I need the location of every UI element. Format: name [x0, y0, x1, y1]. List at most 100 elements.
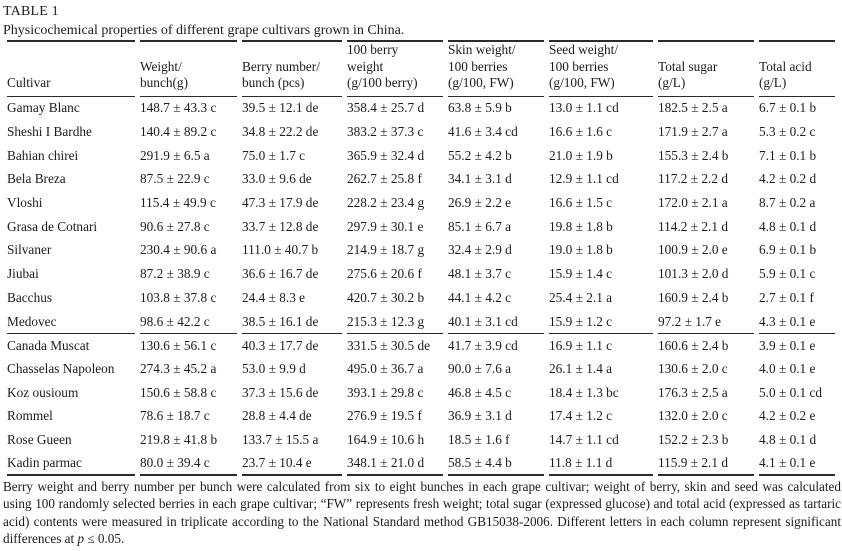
value-cell: 18.4 ± 1.3 bc [549, 384, 619, 400]
value-cell: 8.7 ± 0.2 a [759, 195, 816, 211]
table-row: Rommel 78.6 ± 18.7 c 28.8 ± 4.4 de 276.9 ± … [7, 404, 835, 428]
table-caption: Physicochemical properties of different … [3, 23, 405, 38]
value-cell: 16.9 ± 1.1 c [549, 333, 653, 357]
column-header: Seed weight/100 berries (g/100, FW) [549, 40, 653, 97]
value-cell: 21.0 ± 1.9 b [549, 147, 613, 163]
value-cell: 495.0 ± 36.7 a [347, 360, 424, 376]
value-cell: 276.9 ± 19.5 f [347, 408, 422, 424]
value-cell: 164.9 ± 10.6 h [347, 431, 425, 447]
footnote-threshold: ≤ 0.05. [84, 531, 125, 547]
table-row: Kadin parmac 80.0 ± 39.4 c 23.7 ± 10.4 e 34… [7, 452, 835, 476]
value-cell: 18.5 ± 1.6 f [448, 431, 510, 447]
value-cell: 33.0 ± 9.6 de [242, 171, 312, 187]
value-cell: 6.9 ± 0.1 b [759, 242, 817, 258]
table-row: Chasselas Napoleon 274.3 ± 45.2 a 53.0 ± 9… [7, 357, 835, 381]
tbody-group1: Gamay Blanc 148.7 ± 43.3 c 39.5 ± 12.1 de 3… [7, 97, 835, 334]
value-cell: 115.4 ± 49.9 c [140, 195, 216, 211]
column-header: Weight/bunch(g) [140, 40, 237, 97]
value-cell: 24.4 ± 8.3 e [242, 289, 306, 305]
value-cell: 262.7 ± 25.8 f [347, 171, 422, 187]
value-cell: 132.0 ± 2.0 c [658, 408, 728, 424]
cultivar-cell: Rose Gueen [7, 431, 72, 447]
value-cell: 23.7 ± 10.4 e [242, 452, 342, 476]
footnote-text: Berry weight and berry number per bunch … [3, 478, 841, 547]
value-cell: 5.0 ± 0.1 cd [759, 384, 823, 400]
value-cell: 15.9 ± 1.4 c [549, 266, 613, 282]
cultivar-cell: Rommel [7, 408, 53, 424]
column-header: Berry number/bunch (pcs) [242, 40, 342, 97]
value-cell: 150.6 ± 58.8 c [140, 384, 217, 400]
value-cell: 39.5 ± 12.1 de [242, 100, 319, 116]
value-cell: 25.4 ± 2.1 a [549, 289, 613, 305]
cultivar-cell: Jiubai [7, 266, 39, 282]
value-cell: 78.6 ± 18.7 c [140, 408, 210, 424]
value-cell: 4.2 ± 0.2 d [759, 171, 817, 187]
value-cell: 28.8 ± 4.4 de [242, 408, 312, 424]
value-cell: 17.4 ± 1.2 c [549, 408, 613, 424]
value-cell: 80.0 ± 39.4 c [140, 452, 237, 476]
value-cell: 275.6 ± 20.6 f [347, 266, 422, 282]
value-cell: 171.9 ± 2.7 a [658, 124, 728, 140]
value-cell: 26.1 ± 1.4 a [549, 360, 613, 376]
value-cell: 85.1 ± 6.7 a [448, 218, 512, 234]
value-cell: 87.5 ± 22.9 c [140, 171, 210, 187]
value-cell: 111.0 ± 40.7 b [242, 242, 319, 258]
value-cell: 90.0 ± 7.6 a [448, 360, 512, 376]
value-cell: 13.0 ± 1.1 cd [549, 100, 619, 116]
value-cell: 41.6 ± 3.4 cd [448, 124, 518, 140]
table-row: Bela Breza 87.5 ± 22.9 c 33.0 ± 9.6 de 262.… [7, 168, 835, 192]
table-row: Gamay Blanc 148.7 ± 43.3 c 39.5 ± 12.1 de 3… [7, 97, 835, 121]
value-cell: 383.2 ± 37.3 c [347, 124, 424, 140]
value-cell: 5.9 ± 0.1 c [759, 266, 816, 282]
value-cell: 63.8 ± 5.9 b [448, 100, 512, 116]
value-cell: 47.3 ± 17.9 de [242, 195, 319, 211]
table-row: Medovec 98.6 ± 42.2 c 38.5 ± 16.1 de 215.3 … [7, 310, 835, 334]
value-cell: 274.3 ± 45.2 a [140, 360, 217, 376]
value-cell: 53.0 ± 9.9 d [242, 360, 306, 376]
value-cell: 133.7 ± 15.5 a [242, 431, 319, 447]
value-cell: 297.9 ± 30.1 e [347, 218, 424, 234]
value-cell: 5.3 ± 0.2 c [759, 124, 816, 140]
value-cell: 103.8 ± 37.8 c [140, 289, 217, 305]
value-cell: 130.6 ± 56.1 c [140, 333, 237, 357]
value-cell: 26.9 ± 2.2 e [448, 195, 512, 211]
value-cell: 214.9 ± 18.7 g [347, 242, 425, 258]
value-cell: 44.1 ± 4.2 c [448, 289, 512, 305]
value-cell: 98.6 ± 42.2 c [140, 313, 210, 329]
table-label: TABLE 1 [3, 4, 59, 19]
value-cell: 19.0 ± 1.8 b [549, 242, 613, 258]
value-cell: 75.0 ± 1.7 c [242, 147, 306, 163]
cultivar-cell: Kadin parmac [7, 452, 135, 476]
table-row: Sheshi I Bardhe 140.4 ± 89.2 c 34.8 ± 22.2… [7, 120, 835, 144]
value-cell: 16.6 ± 1.6 c [549, 124, 613, 140]
value-cell: 155.3 ± 2.4 b [658, 147, 729, 163]
paper-table: Cultivar Weight/bunch(g) Berry number/bunc… [2, 40, 840, 476]
column-header: Total sugar (g/L) [658, 40, 754, 97]
table-row: Koz ousioum 150.6 ± 58.8 c 37.3 ± 15.6 de 3… [7, 381, 835, 405]
cultivar-cell: Canada Muscat [7, 333, 135, 357]
table-row: Silvaner 230.4 ± 90.6 a 111.0 ± 40.7 b 214.… [7, 239, 835, 263]
value-cell: 3.9 ± 0.1 e [759, 333, 835, 357]
value-cell: 19.8 ± 1.8 b [549, 218, 613, 234]
value-cell: 291.9 ± 6.5 a [140, 147, 210, 163]
value-cell: 4.8 ± 0.1 d [759, 218, 817, 234]
table-row: Rose Gueen 219.8 ± 41.8 b 133.7 ± 15.5 a 16… [7, 428, 835, 452]
value-cell: 4.1 ± 0.1 e [759, 452, 835, 476]
value-cell: 230.4 ± 90.6 a [140, 242, 217, 258]
value-cell: 4.0 ± 0.1 e [759, 360, 816, 376]
value-cell: 348.1 ± 21.0 d [347, 452, 443, 476]
value-cell: 152.2 ± 2.3 b [658, 431, 729, 447]
value-cell: 38.5 ± 16.1 de [242, 313, 319, 329]
table-row: Jiubai 87.2 ± 38.9 c 36.6 ± 16.7 de 275.6 ±… [7, 262, 835, 286]
table-row: Bahian chirei 291.9 ± 6.5 a 75.0 ± 1.7 c 36… [7, 144, 835, 168]
column-header: Skin weight/100 berries (g/100, FW) [448, 40, 544, 97]
cultivar-cell: Silvaner [7, 242, 52, 258]
cultivar-cell: Grasa de Cotnari [7, 218, 98, 234]
column-header: Total acid (g/L) [759, 40, 835, 97]
value-cell: 140.4 ± 89.2 c [140, 124, 217, 140]
header-row: Cultivar Weight/bunch(g) Berry number/bunc… [7, 40, 835, 97]
value-cell: 12.9 ± 1.1 cd [549, 171, 619, 187]
value-cell: 176.3 ± 2.5 a [658, 384, 728, 400]
value-cell: 37.3 ± 15.6 de [242, 384, 319, 400]
value-cell: 160.6 ± 2.4 b [658, 333, 754, 357]
